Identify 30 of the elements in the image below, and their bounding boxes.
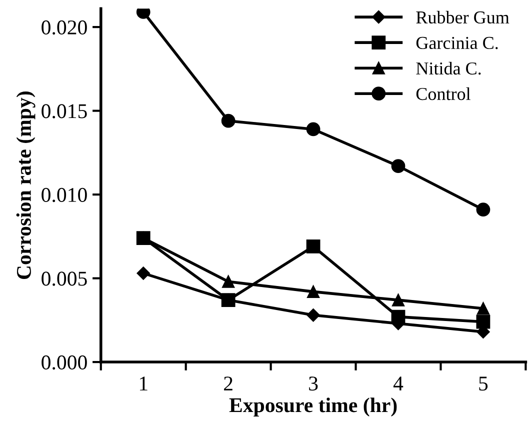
point — [221, 114, 236, 128]
x-tick-label: 1 — [140, 376, 148, 390]
y-tick-label: 0.005 — [42, 272, 87, 286]
x-axis-title: Exposure time (hr) — [229, 398, 397, 416]
point — [136, 266, 150, 280]
y-tick-label: 0.010 — [42, 188, 87, 202]
y-axis-title: Corrosion rate (mpy) — [16, 92, 36, 280]
point — [476, 314, 490, 329]
legend-label: Rubber Gum — [416, 10, 510, 24]
point — [391, 310, 406, 324]
y-tick-label: 0.015 — [42, 104, 87, 118]
x-tick-label: 5 — [479, 376, 488, 391]
point — [476, 202, 490, 217]
legend-label: Control — [416, 87, 470, 100]
legend-label: Nitida C. — [416, 62, 481, 75]
point — [476, 302, 490, 315]
point — [306, 122, 320, 136]
point — [221, 293, 236, 308]
x-tick-label: 3 — [309, 376, 318, 391]
point — [222, 275, 235, 288]
point — [391, 159, 406, 174]
point — [307, 285, 320, 298]
point — [306, 240, 320, 254]
point — [306, 308, 320, 322]
x-tick-label: 2 — [224, 376, 232, 390]
point — [392, 294, 404, 306]
y-tick-label: 0.020 — [42, 20, 87, 35]
legend-label: Garcinia C. — [416, 36, 498, 50]
x-tick-label: 4 — [393, 376, 404, 390]
y-tick-label: 0.000 — [42, 355, 87, 370]
